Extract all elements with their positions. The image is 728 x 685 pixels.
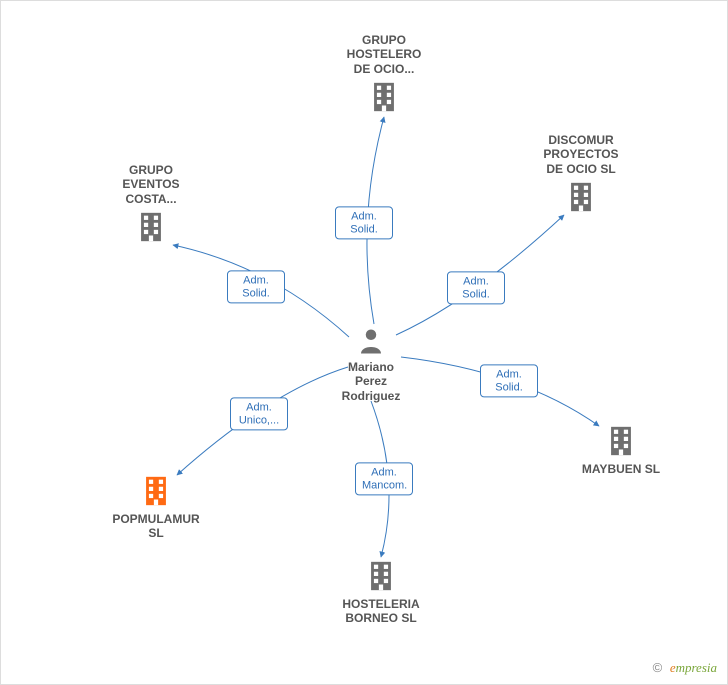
edge-label-maybuen[interactable]: Adm. Solid. <box>480 364 538 397</box>
building-icon-wrap <box>551 424 691 458</box>
building-icon-wrap <box>311 559 451 593</box>
building-icon <box>367 80 401 114</box>
company-node-label: GRUPO EVENTOS COSTA... <box>81 163 221 206</box>
edge-label-grupo-hostelero[interactable]: Adm. Solid. <box>335 206 393 239</box>
building-icon-wrap <box>86 474 226 508</box>
edge-label-hosteleria-borneo[interactable]: Adm. Mancom. <box>355 462 413 495</box>
company-node-label: DISCOMUR PROYECTOS DE OCIO SL <box>511 133 651 176</box>
center-person-node[interactable]: Mariano Perez Rodriguez <box>311 326 431 403</box>
company-node-discomur[interactable]: DISCOMUR PROYECTOS DE OCIO SL <box>511 133 651 214</box>
edge-label-grupo-eventos[interactable]: Adm. Solid. <box>227 270 285 303</box>
company-node-grupo-hostelero[interactable]: GRUPO HOSTELERO DE OCIO... <box>314 33 454 114</box>
building-icon <box>564 180 598 214</box>
copyright-symbol: © <box>653 660 663 675</box>
company-node-grupo-eventos[interactable]: GRUPO EVENTOS COSTA... <box>81 163 221 244</box>
building-icon-wrap <box>314 80 454 114</box>
building-icon-wrap <box>511 180 651 214</box>
watermark: © empresia <box>653 660 717 676</box>
company-node-popmulamur[interactable]: POPMULAMUR SL <box>86 474 226 541</box>
company-node-label: GRUPO HOSTELERO DE OCIO... <box>314 33 454 76</box>
company-node-hosteleria-borneo[interactable]: HOSTELERIA BORNEO SL <box>311 559 451 626</box>
diagram-canvas: Mariano Perez Rodriguez GRUPO HOSTELERO D… <box>0 0 728 685</box>
edge-label-popmulamur[interactable]: Adm. Unico,... <box>230 397 288 430</box>
person-icon <box>356 326 386 356</box>
watermark-brand-rest: mpresia <box>676 660 717 675</box>
company-node-label: MAYBUEN SL <box>551 462 691 476</box>
company-node-maybuen[interactable]: MAYBUEN SL <box>551 424 691 476</box>
person-icon-wrap <box>311 326 431 356</box>
building-icon <box>139 474 173 508</box>
center-node-label: Mariano Perez Rodriguez <box>311 360 431 403</box>
building-icon <box>134 210 168 244</box>
company-node-label: HOSTELERIA BORNEO SL <box>311 597 451 626</box>
building-icon <box>364 559 398 593</box>
company-node-label: POPMULAMUR SL <box>86 512 226 541</box>
building-icon-wrap <box>81 210 221 244</box>
building-icon <box>604 424 638 458</box>
edge-label-discomur[interactable]: Adm. Solid. <box>447 271 505 304</box>
